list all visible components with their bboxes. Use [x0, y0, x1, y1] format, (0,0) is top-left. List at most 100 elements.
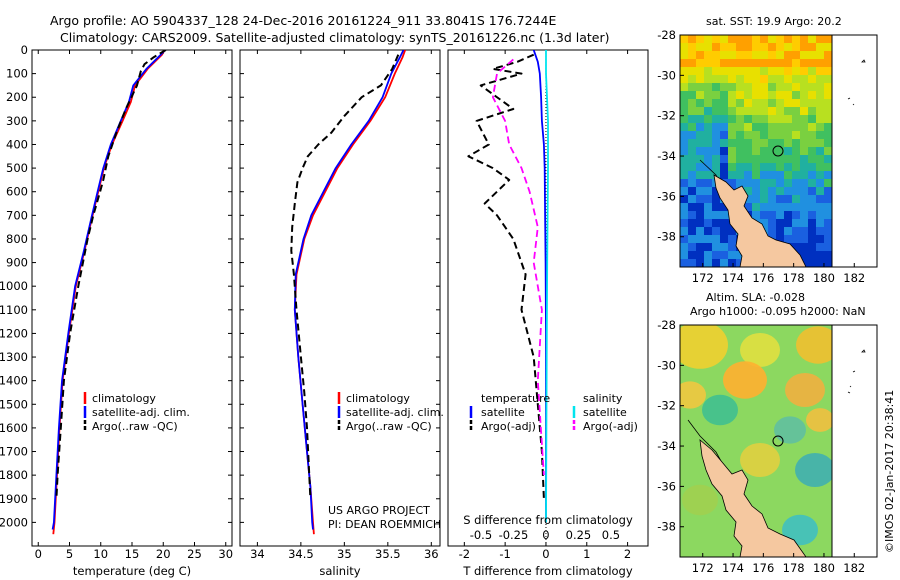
sst-cell	[728, 147, 736, 155]
sst-cell	[800, 163, 808, 171]
sst-cell	[824, 211, 832, 219]
sst-cell	[760, 91, 768, 99]
sst-cell	[824, 227, 832, 235]
sst-cell	[808, 147, 816, 155]
map-xtick-label: 180	[813, 561, 835, 575]
map-ytick-label: -30	[657, 68, 676, 82]
sst-cell	[792, 155, 800, 163]
sst-cell	[696, 171, 704, 179]
sst-cell	[800, 171, 808, 179]
sst-cell	[776, 219, 784, 227]
sst-cell	[784, 187, 792, 195]
sst-cell	[688, 243, 696, 251]
sst-cell	[776, 75, 784, 83]
sst-cell	[680, 107, 688, 115]
sst-cell	[792, 179, 800, 187]
temperature-yticks: 0 100 200 300 400 500 600 700 800 900 1000 1100 1200…	[0, 43, 232, 529]
sst-cell	[784, 195, 792, 203]
ytick-label: 600	[6, 185, 28, 199]
sst-cell	[744, 179, 752, 187]
sla-map-subtitle: Argo h1000: -0.095 h2000: NaN	[690, 305, 866, 318]
sst-cell	[792, 147, 800, 155]
sst-cell	[720, 107, 728, 115]
sst-cell	[752, 187, 760, 195]
sst-cell	[808, 211, 816, 219]
xtick-label: 30	[218, 547, 233, 561]
sst-cell	[824, 147, 832, 155]
sst-cell	[696, 259, 704, 267]
sst-cell	[744, 115, 752, 123]
sst-cell	[720, 43, 728, 51]
sst-cell	[792, 99, 800, 107]
sst-cell	[704, 35, 712, 43]
sst-cell	[680, 139, 688, 147]
sst-cell	[776, 203, 784, 211]
sla-blob	[680, 325, 728, 369]
sst-cell	[696, 163, 704, 171]
sst-cell	[728, 107, 736, 115]
sst-cell	[728, 139, 736, 147]
sst-cell	[800, 147, 808, 155]
sst-cell	[680, 123, 688, 131]
legend-label-t-satellite: satellite	[481, 406, 525, 419]
sst-cell	[808, 251, 816, 259]
imos-stamp: ©IMOS 02-Jan-2017 20:38:41	[883, 390, 896, 553]
sst-cell	[752, 75, 760, 83]
sst-cell	[768, 131, 776, 139]
sst-cell	[792, 75, 800, 83]
sst-cell	[744, 99, 752, 107]
sst-cell	[824, 195, 832, 203]
sst-cell	[824, 163, 832, 171]
sst-cell	[680, 99, 688, 107]
sst-cell	[776, 51, 784, 59]
sst-cell	[704, 179, 712, 187]
sst-islands	[847, 59, 866, 106]
sst-cell	[768, 83, 776, 91]
sst-cell	[704, 91, 712, 99]
sst-cell	[696, 123, 704, 131]
sst-cell	[784, 99, 792, 107]
map-xtick-label: 180	[813, 271, 835, 285]
sst-cell	[704, 83, 712, 91]
sst-cell	[680, 187, 688, 195]
sst-cell	[736, 115, 744, 123]
sst-cell	[696, 227, 704, 235]
sst-cell	[704, 51, 712, 59]
sst-cell	[680, 51, 688, 59]
sst-cell	[688, 35, 696, 43]
sst-cell	[736, 59, 744, 67]
difference-legend: temperature satellite Argo(-adj) salinit…	[469, 392, 638, 433]
sst-cell	[696, 187, 704, 195]
sst-cell	[792, 91, 800, 99]
sst-cell	[728, 83, 736, 91]
sst-cell	[824, 43, 832, 51]
sst-cell	[768, 107, 776, 115]
sst-cell	[736, 139, 744, 147]
sst-cell	[680, 147, 688, 155]
xtick-label: 36	[424, 547, 439, 561]
sst-cell	[816, 99, 824, 107]
sst-cell	[824, 67, 832, 75]
sst-cell	[712, 243, 720, 251]
sst-cell	[720, 139, 728, 147]
sst-cell	[728, 243, 736, 251]
ytick-label: 300	[6, 114, 28, 128]
sst-cell	[688, 171, 696, 179]
sst-cell	[816, 67, 824, 75]
sst-cell	[728, 155, 736, 163]
xtick-label: 0	[35, 547, 42, 561]
sst-cell	[760, 171, 768, 179]
sst-cell	[776, 123, 784, 131]
sst-cell	[776, 171, 784, 179]
sst-cell	[696, 115, 704, 123]
sst-cell	[824, 115, 832, 123]
sst-cell	[696, 131, 704, 139]
sst-cell	[680, 227, 688, 235]
sst-cell	[800, 243, 808, 251]
temperature-axes	[31, 49, 233, 547]
sst-land-northland	[713, 174, 807, 267]
sst-cell	[768, 147, 776, 155]
xtick-label: 20	[156, 547, 171, 561]
sst-cell	[760, 75, 768, 83]
sst-cell	[792, 59, 800, 67]
